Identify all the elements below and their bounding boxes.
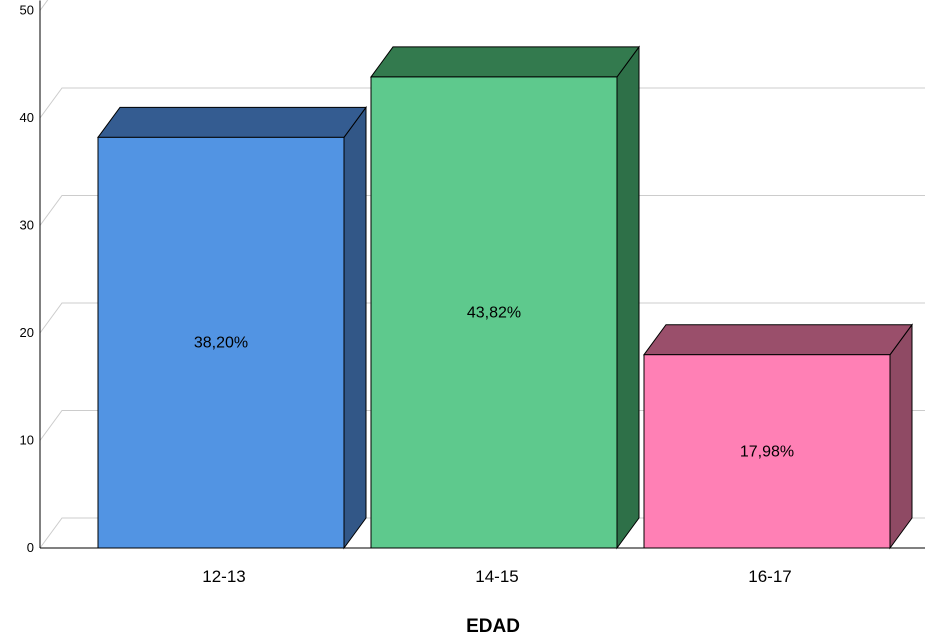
data-label-12-13: 38,20% xyxy=(194,335,248,352)
bar-12-13 xyxy=(97,136,345,549)
bar-side-14-15 xyxy=(616,45,640,550)
y-tick-label: 20 xyxy=(20,325,34,340)
data-label-16-17: 17,98% xyxy=(740,443,794,460)
bar-top-12-13 xyxy=(97,106,367,138)
y-tick-label: 0 xyxy=(27,540,34,555)
bar-14-15 xyxy=(370,76,618,549)
y-tick-label: 30 xyxy=(20,218,34,233)
x-tick-label-14-15: 14-15 xyxy=(475,567,518,586)
bar-top-14-15 xyxy=(370,46,640,78)
bar-top-16-17 xyxy=(643,324,913,356)
x-tick-label-12-13: 12-13 xyxy=(202,567,245,586)
bars xyxy=(97,45,913,550)
data-label-14-15: 43,82% xyxy=(467,304,521,321)
x-axis-title: EDAD xyxy=(466,616,520,637)
bar-side-12-13 xyxy=(343,105,367,550)
y-tick-label: 40 xyxy=(20,110,34,125)
labels: 0 10 20 30 40 50 38,20% 12-13 43,82% 14-15 17,98% 1… xyxy=(20,3,795,587)
x-tick-label-16-17: 16-17 xyxy=(748,567,791,586)
gridline xyxy=(39,0,49,11)
bar-side-16-17 xyxy=(889,323,913,550)
y-tick-label: 50 xyxy=(20,3,34,18)
y-tick-label: 10 xyxy=(20,433,34,448)
bar-16-17 xyxy=(643,354,891,549)
